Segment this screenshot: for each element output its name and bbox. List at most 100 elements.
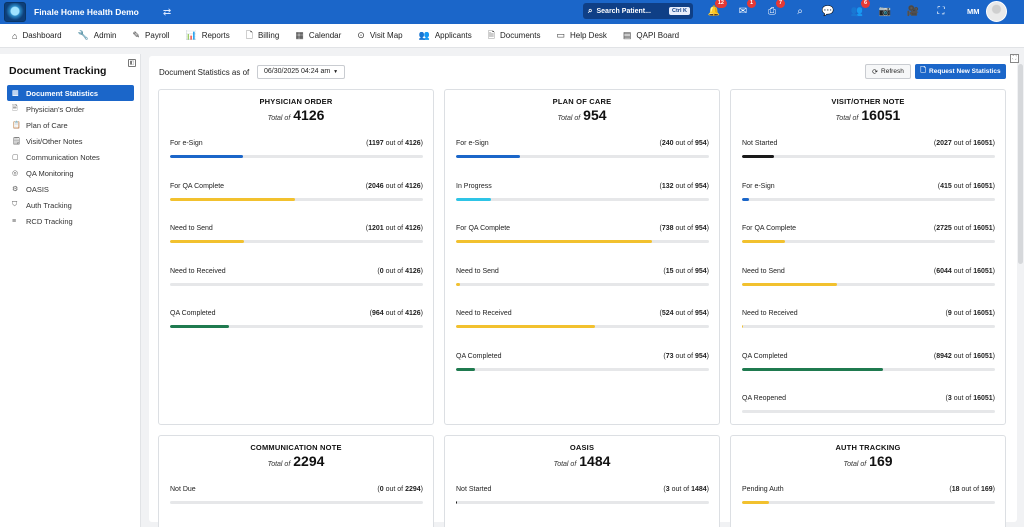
total-of-label: Total of (557, 115, 581, 122)
notification-bell-icon[interactable]: 🔔 12 (706, 0, 727, 20)
mail-icon[interactable]: ✉ 1 (735, 0, 756, 20)
nav-item-billing[interactable]: 🗋 Billing (246, 28, 280, 44)
scrollbar[interactable] (1018, 64, 1023, 264)
card-total: Total of 4126 (159, 107, 433, 123)
metric-row[interactable]: Need to Received (9 out of 16051) (742, 310, 995, 334)
metric-row[interactable]: For QA Complete (2725 out of 16051) (742, 225, 995, 249)
out-of-label: out of (675, 352, 694, 360)
metric-row[interactable]: Not Started (2027 out of 16051) (742, 140, 995, 164)
metric-row[interactable]: Need to Received (524 out of 954) (456, 310, 709, 334)
nav-item-label: Calendar (308, 31, 342, 40)
metric-label: QA Completed (456, 352, 502, 360)
nav-item-reports[interactable]: 📊 Reports (185, 30, 229, 41)
metric-row[interactable]: Not Due (0 out of 2294) (170, 486, 423, 510)
metric-row[interactable]: For e-Sign (415 out of 16051) (742, 183, 995, 207)
metric-label: Need to Send (170, 225, 213, 232)
sidebar-item-qa-monitoring[interactable]: ◎ QA Monitoring (7, 165, 134, 181)
nav-item-admin[interactable]: 🔧 Admin (78, 30, 117, 41)
sidebar-item-label: Document Statistics (26, 88, 99, 98)
camera-icon[interactable]: 📷 (878, 6, 892, 17)
metric-total-value: 954 (694, 182, 707, 190)
nav-item-visit-map[interactable]: ⊙ Visit Map (357, 30, 402, 41)
app-logo-icon[interactable] (4, 2, 26, 22)
metric-count: (964 out of 4126) (369, 310, 423, 317)
user-initials[interactable]: MM (967, 7, 980, 16)
search-icon[interactable]: ⌕ (797, 6, 803, 17)
metric-label: Need to Send (456, 267, 499, 275)
nav-item-applicants[interactable]: 👥 Applicants (419, 30, 472, 41)
sidebar-item-physician-s-order[interactable]: 🗎 Physician's Order (7, 101, 134, 117)
nav-item-help-desk[interactable]: ▭ Help Desk (556, 30, 606, 41)
metric-row[interactable]: QA Reopened (3 out of 16051) (742, 395, 995, 419)
metric-count-value: 3 (947, 395, 952, 402)
metric-total-value: 954 (694, 310, 707, 317)
notification-count-badge: 6 (860, 0, 870, 8)
metric-row[interactable]: For e-Sign (1197 out of 4126) (170, 140, 423, 164)
metric-row[interactable]: For e-Sign (240 out of 954) (456, 140, 709, 164)
sidebar-item-communication-notes[interactable]: ▢ Communication Notes (7, 149, 134, 165)
progress-track (456, 367, 709, 371)
sidebar-item-plan-of-care[interactable]: 📋 Plan of Care (7, 117, 134, 133)
video-icon[interactable]: 🎥 (906, 6, 920, 17)
metric-total-value: 954 (694, 140, 707, 147)
document-icon: 🗋 (245, 29, 253, 40)
layers-icon: ≡ (12, 217, 17, 225)
progress-track (456, 240, 709, 243)
out-of-label: out of (385, 486, 404, 493)
metric-row[interactable]: Need to Send (1201 out of 4126) (170, 225, 423, 249)
users-icon[interactable]: 👥 6 (849, 0, 870, 20)
search-icon: ⌕ (588, 6, 593, 15)
nav-item-qapi-board[interactable]: ▤ QAPI Board (623, 30, 679, 41)
metric-row[interactable]: Pending Auth (18 out of 169) (742, 486, 995, 510)
metric-label: For QA Complete (456, 225, 511, 232)
metric-total-value: 4126 (405, 310, 421, 317)
request-new-statistics-button[interactable]: 🗋 Request New Statistics (915, 64, 1006, 79)
metric-total-value: 954 (694, 267, 707, 275)
print-icon[interactable]: ⎙ 7 (764, 0, 785, 20)
search-patient-button[interactable]: ⌕ Search Patient... Ctrl K (583, 3, 693, 19)
metric-row[interactable]: QA Completed (8942 out of 16051) (742, 353, 995, 377)
notification-count-badge: 1 (746, 0, 756, 8)
nav-item-documents[interactable]: 🗎 Documents (488, 28, 541, 44)
progress-fill (456, 240, 652, 243)
stat-card-auth-tracking: AUTH TRACKING Total of 169 Pending Auth (18 … (730, 435, 1006, 527)
metric-row[interactable]: In Progress (132 out of 954) (456, 183, 709, 207)
nav-item-dashboard[interactable]: ⌂ Dashboard (12, 31, 62, 41)
metric-row[interactable]: Need to Send (15 out of 954) (456, 268, 709, 292)
metric-count: (1197 out of 4126) (366, 140, 423, 147)
metric-total-value: 16051 (973, 182, 993, 190)
metric-row[interactable]: Need to Received (0 out of 4126) (170, 268, 423, 292)
metric-row[interactable]: Not Started (3 out of 1484) (456, 486, 709, 510)
metric-total-value: 16051 (973, 140, 993, 147)
card-total: Total of 169 (731, 453, 1005, 469)
switch-agency-icon[interactable]: ⇄ (162, 6, 172, 18)
out-of-label: out of (671, 486, 690, 493)
chat-icon[interactable]: 💬 (821, 6, 835, 17)
expand-icon[interactable]: ⛶ (1010, 54, 1019, 63)
fullscreen-icon[interactable]: ⛶ (937, 6, 945, 17)
sidebar-item-visit-other-notes[interactable]: 🗒 Visit/Other Notes (7, 133, 134, 149)
calendar-icon: ▦ (295, 30, 304, 40)
collapse-sidebar-icon[interactable]: ◧ (128, 59, 136, 67)
user-avatar[interactable] (986, 1, 1007, 22)
statistics-date-select[interactable]: 06/30/2025 04:24 am ▼ (257, 65, 346, 79)
nav-item-calendar[interactable]: ▦ Calendar (295, 30, 341, 41)
sidebar-item-label: Communication Notes (26, 152, 100, 162)
nav-item-payroll[interactable]: ✎ Payroll (132, 30, 169, 41)
total-of-label: Total of (843, 461, 867, 468)
sidebar: Document Tracking ◧ ▥ Document Statistics… (0, 54, 141, 527)
metric-row[interactable]: For QA Complete (2046 out of 4126) (170, 183, 423, 207)
stat-card-oasis: OASIS Total of 1484 Not Started (3 out of 14… (444, 435, 720, 527)
notification-count-badge: 7 (775, 0, 785, 8)
sidebar-item-oasis[interactable]: ⚙ OASIS (7, 181, 134, 197)
metric-row[interactable]: QA Completed (73 out of 954) (456, 353, 709, 377)
metric-row[interactable]: Need to Send (6044 out of 16051) (742, 268, 995, 292)
metric-row[interactable]: QA Completed (964 out of 4126) (170, 310, 423, 334)
metric-row[interactable]: For QA Complete (738 out of 954) (456, 225, 709, 249)
search-patient-label: Search Patient... (596, 7, 651, 15)
metric-label: For QA Complete (742, 225, 797, 232)
sidebar-item-auth-tracking[interactable]: ⛉ Auth Tracking (7, 197, 134, 213)
refresh-button[interactable]: ⟳ Refresh (865, 64, 911, 79)
sidebar-item-document-statistics[interactable]: ▥ Document Statistics (7, 85, 134, 101)
sidebar-item-rcd-tracking[interactable]: ≡ RCD Tracking (7, 213, 134, 229)
